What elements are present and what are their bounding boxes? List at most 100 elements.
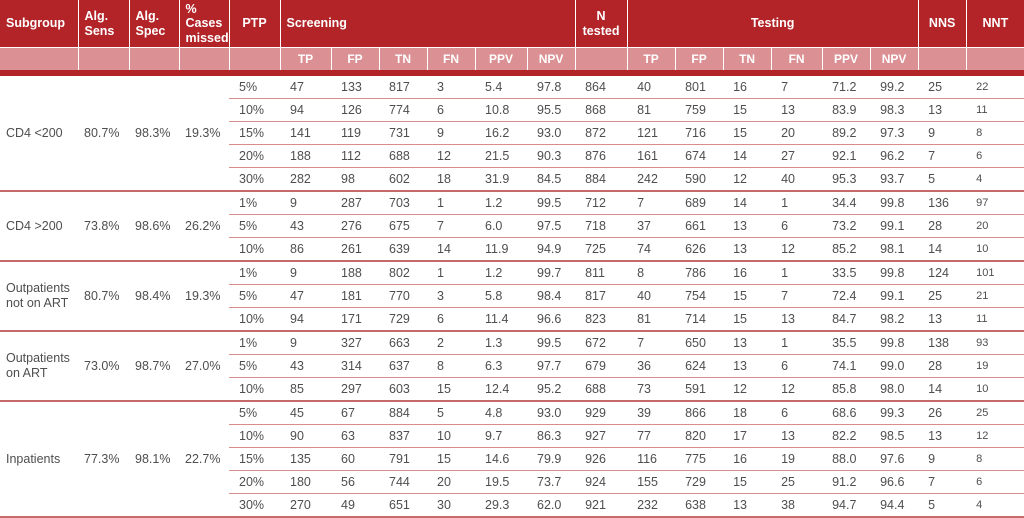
cell-ptp: 15% [229,447,280,472]
cell-alg-spec: 98.7% [129,331,179,403]
cell-testing-fn: 7 [771,76,823,100]
cell-testing-tn: 13 [723,214,772,239]
col-header-ptp: PTP [229,0,281,49]
cell-testing-ppv: 34.4 [822,191,871,216]
cell-screening-tn: 651 [379,493,427,518]
cell-testing-npv: 97.6 [870,447,919,472]
cell-nnt: 8 [966,447,1024,472]
table-row: 20% 188 112 688 12 21.5 90.3 876 161 674 14 27 92.1 9… [0,144,1024,169]
cell-screening-tp: 180 [280,470,331,495]
cell-testing-ppv: 94.7 [822,493,871,518]
cell-screening-npv: 86.3 [527,424,576,449]
subheader-spacer [179,47,230,71]
cell-testing-tn: 15 [723,284,772,309]
cell-screening-npv: 99.7 [527,261,576,286]
cell-ptp: 15% [229,121,280,146]
cell-screening-fp: 49 [331,493,379,518]
cell-nnt: 6 [966,144,1024,169]
cell-testing-tn: 13 [723,237,772,263]
subheader-spacer [575,47,628,71]
table-row: 10% 86 261 639 14 11.9 94.9 725 74 626 13 12 85.2 98.… [0,237,1024,263]
cell-ptp: 1% [229,191,280,216]
col-header-nnt: NNT [966,0,1024,49]
cell-testing-npv: 98.0 [870,377,919,403]
cell-testing-ppv: 84.7 [822,307,871,333]
cell-testing-fp: 591 [675,377,724,403]
cell-n-tested: 868 [575,98,628,123]
cell-nnt: 93 [966,331,1024,356]
cell-n-tested: 672 [575,331,628,356]
cell-testing-ppv: 71.2 [822,76,871,100]
table-body: CD4 <200 80.7% 98.3% 19.3% 5% 47 133 817 3 5.4 97.… [0,76,1024,518]
subheader-testing-tn: TN [723,47,772,71]
cell-n-tested: 884 [575,167,628,193]
cell-alg-sens: 80.7% [78,76,129,193]
cell-testing-tn: 16 [723,447,772,472]
cell-screening-fn: 30 [427,493,475,518]
cell-testing-tp: 8 [627,261,676,286]
cell-cases-missed: 19.3% [179,261,229,333]
cell-nns: 26 [918,401,967,426]
cell-n-tested: 688 [575,377,628,403]
cell-ptp: 5% [229,76,280,100]
cell-testing-tn: 15 [723,98,772,123]
header-divider-strip [0,70,1024,77]
cell-testing-npv: 99.0 [870,354,919,379]
subheader-screening-fp: FP [331,47,380,71]
cell-nns: 14 [918,237,967,263]
cell-screening-fp: 261 [331,237,379,263]
cell-testing-fn: 12 [771,237,823,263]
col-header-testing: Testing [627,0,919,49]
cell-testing-tn: 18 [723,401,772,426]
subheader-spacer [129,47,180,71]
cell-screening-npv: 84.5 [527,167,576,193]
cell-testing-tp: 40 [627,76,676,100]
cell-screening-fn: 9 [427,121,475,146]
cell-testing-npv: 96.2 [870,144,919,169]
cell-testing-tn: 13 [723,493,772,518]
cell-nns: 5 [918,493,967,518]
cell-screening-fp: 287 [331,191,379,216]
cell-testing-ppv: 89.2 [822,121,871,146]
cell-screening-npv: 97.7 [527,354,576,379]
cell-testing-fp: 729 [675,470,724,495]
cell-screening-tn: 729 [379,307,427,333]
subheader-screening-ppv: PPV [475,47,528,71]
cell-screening-ppv: 1.3 [475,331,527,356]
cell-screening-fn: 1 [427,261,475,286]
cell-testing-fp: 759 [675,98,724,123]
cell-testing-ppv: 74.1 [822,354,871,379]
cell-screening-tn: 688 [379,144,427,169]
cell-testing-fn: 12 [771,377,823,403]
cell-screening-npv: 93.0 [527,401,576,426]
subheader-screening-tn: TN [379,47,428,71]
cell-testing-npv: 98.5 [870,424,919,449]
table-row: 30% 282 98 602 18 31.9 84.5 884 242 590 12 40 95.3 93… [0,167,1024,193]
cell-testing-npv: 94.4 [870,493,919,518]
cell-testing-tp: 242 [627,167,676,193]
cell-testing-fn: 6 [771,214,823,239]
cell-subgroup: CD4 >200 [0,191,78,263]
cell-screening-tn: 639 [379,237,427,263]
cell-testing-tp: 81 [627,307,676,333]
cell-screening-tp: 9 [280,261,331,286]
cell-ptp: 10% [229,377,280,403]
cell-nnt: 97 [966,191,1024,216]
cell-testing-tn: 15 [723,307,772,333]
cell-n-tested: 712 [575,191,628,216]
cell-testing-tp: 73 [627,377,676,403]
cell-screening-fn: 15 [427,447,475,472]
cell-screening-tp: 90 [280,424,331,449]
cell-screening-tn: 774 [379,98,427,123]
table-row: Outpatients on ART 73.0% 98.7% 27.0% 1% 9 327 6… [0,331,1024,403]
table-row: CD4 >200 73.8% 98.6% 26.2% 1% 9 287 703 1 1.2 99.5… [0,191,1024,263]
subheader-testing-fn: FN [771,47,823,71]
cell-nns: 9 [918,121,967,146]
cell-screening-fp: 126 [331,98,379,123]
cell-screening-npv: 98.4 [527,284,576,309]
subheader-testing-npv: NPV [870,47,919,71]
cell-testing-fn: 40 [771,167,823,193]
cell-testing-ppv: 82.2 [822,424,871,449]
table-row: CD4 <200 80.7% 98.3% 19.3% 5% 47 133 817 3 5.4 97.… [0,76,1024,193]
